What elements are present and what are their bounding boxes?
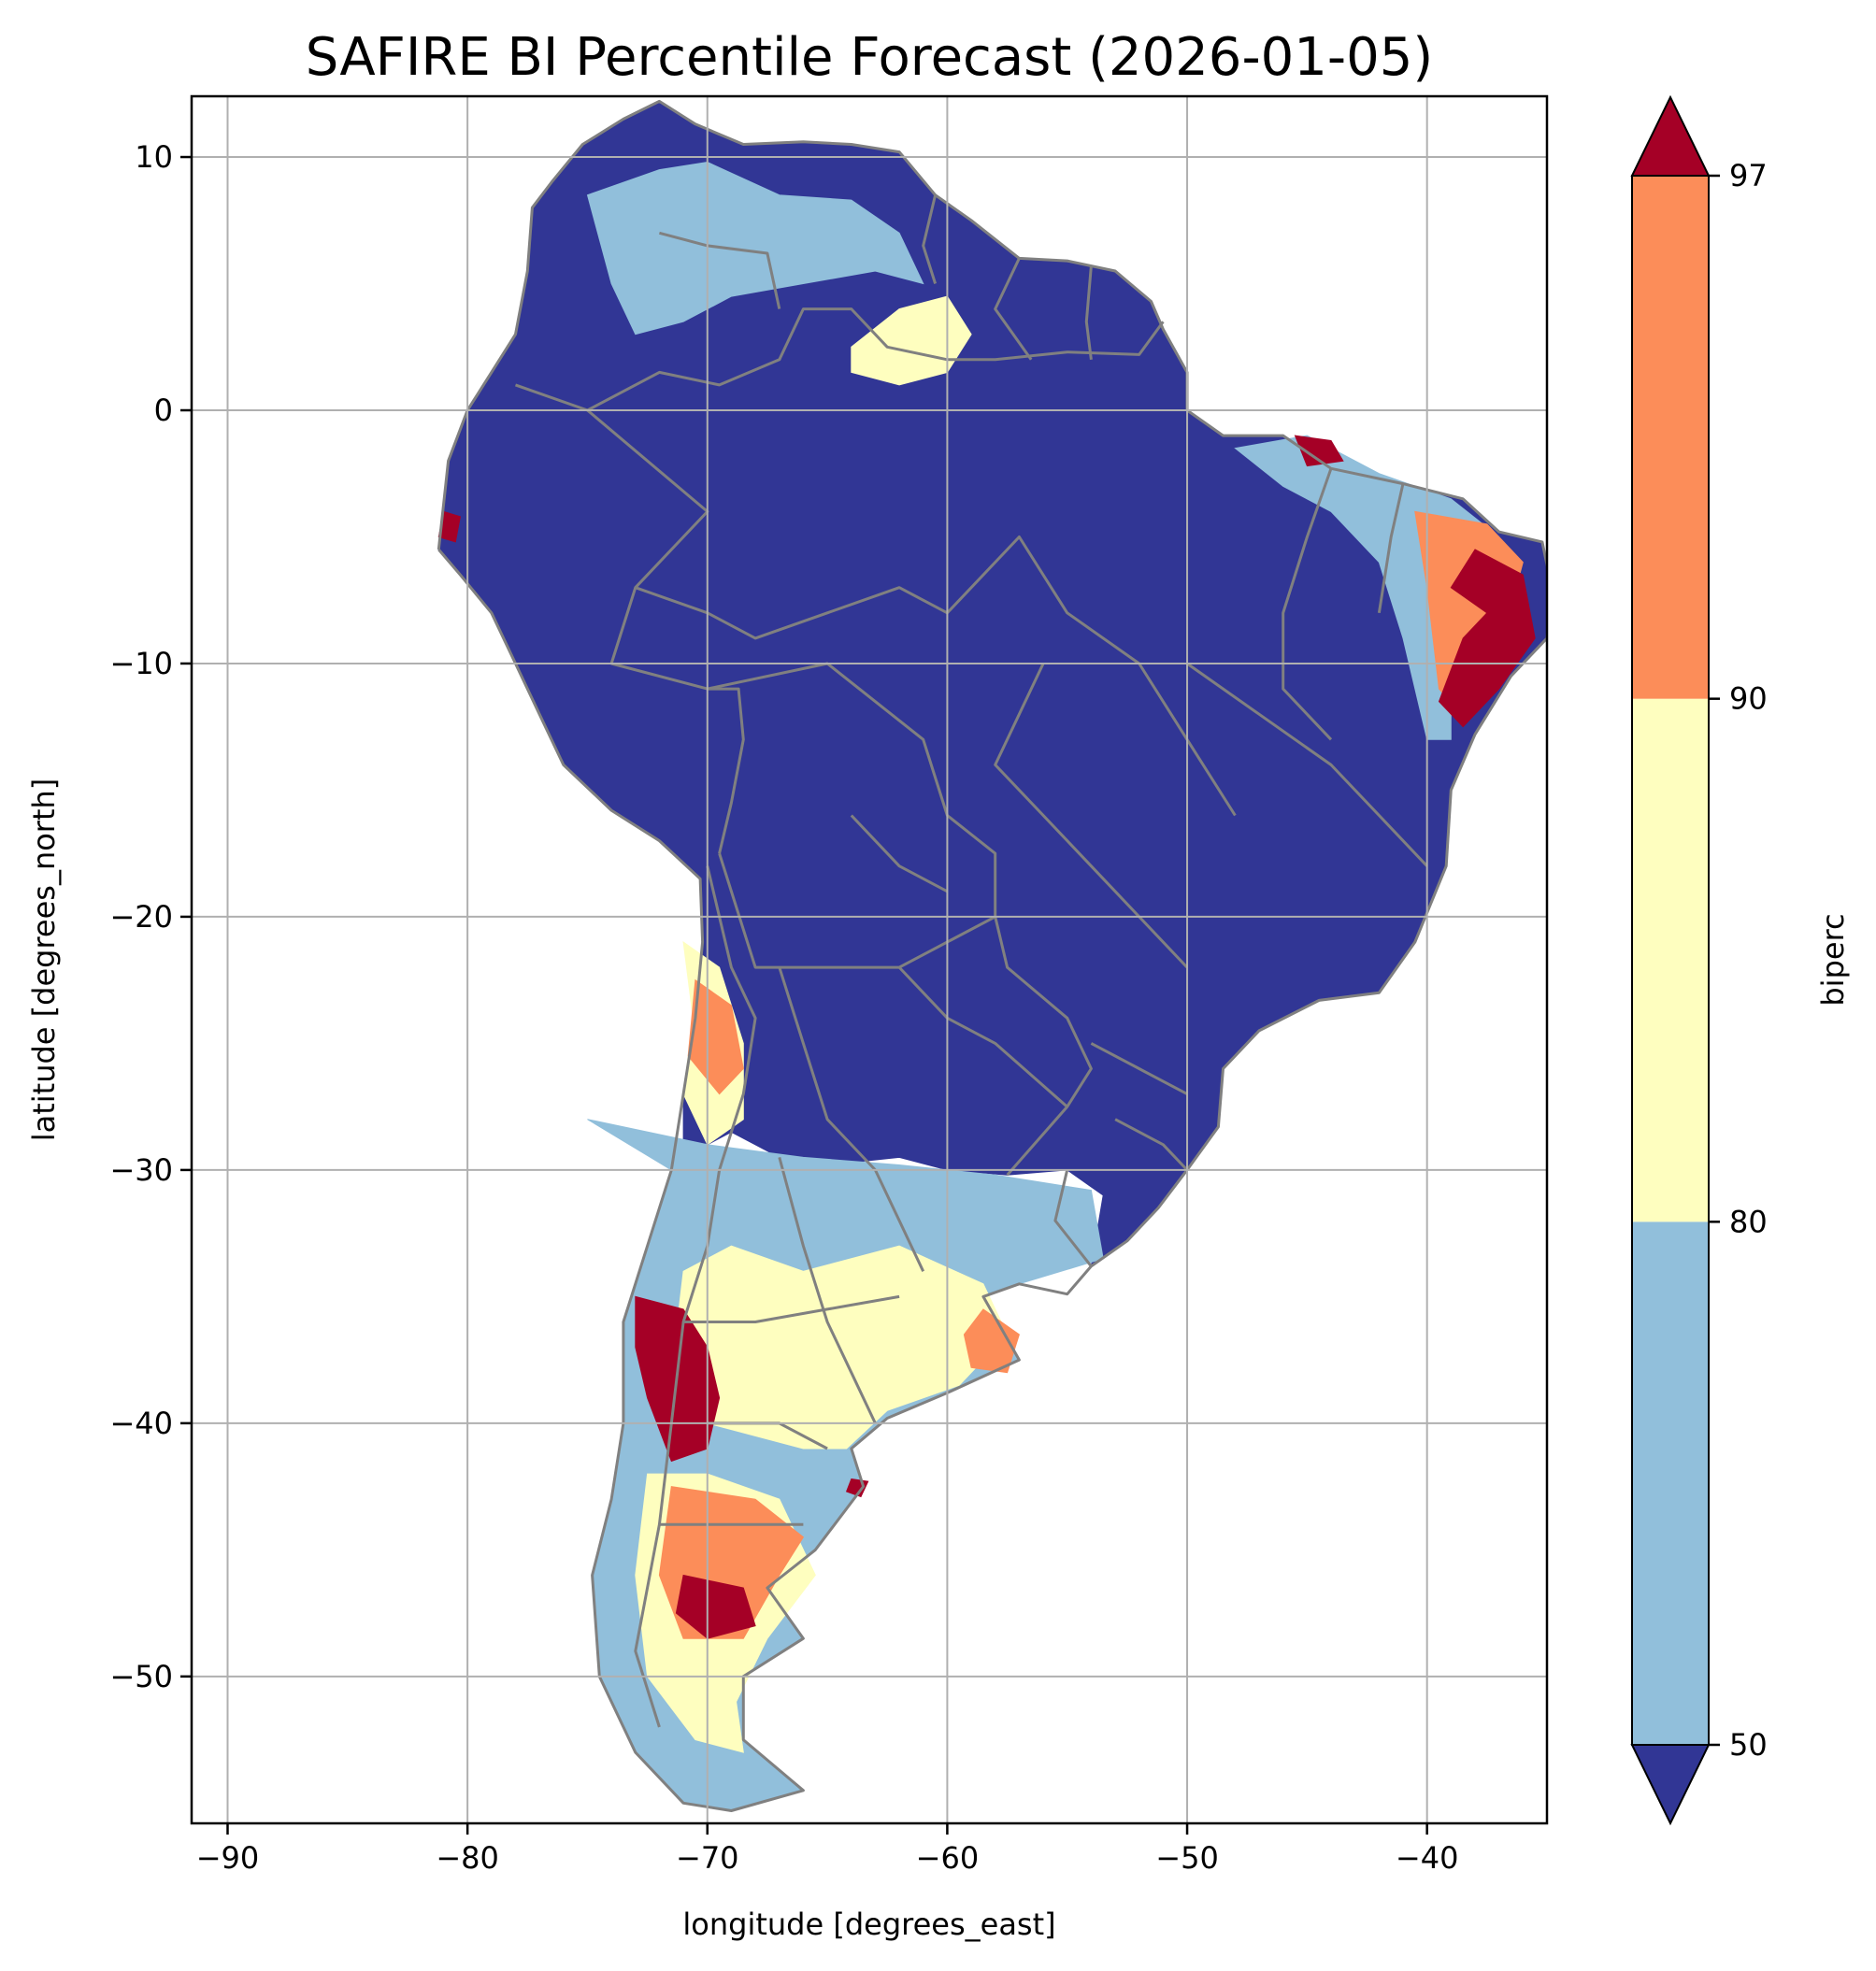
x-axis-ticks: −90 −80 −70 −60 −50 −40: [196, 1823, 1459, 1876]
colorbar-bin-3: [1632, 176, 1709, 699]
x-tick-label: −60: [916, 1840, 980, 1876]
y-tick-label: −50: [109, 1659, 173, 1694]
gridlines: [192, 96, 1547, 1823]
y-tick-label: −40: [109, 1406, 173, 1441]
x-tick-label: −90: [196, 1840, 260, 1876]
border-line-23: [1053, 1169, 1093, 1267]
colorbar-tick-label: 50: [1729, 1727, 1768, 1763]
region-2: [851, 295, 972, 386]
region-12: [675, 1574, 756, 1639]
border-line-22: [1114, 1118, 1189, 1171]
region-14: [687, 978, 744, 1095]
x-tick-label: −80: [436, 1840, 499, 1876]
border-line-20: [1377, 483, 1405, 614]
y-tick-label: −30: [109, 1152, 173, 1188]
border-line-16: [946, 536, 1237, 817]
y-axis-label: latitude [degrees_north]: [26, 778, 62, 1142]
y-tick-label: −20: [109, 899, 173, 935]
x-axis-label: longitude [degrees_east]: [682, 1907, 1055, 1942]
y-tick-label: −10: [109, 646, 173, 681]
chart-title: SAFIRE BI Percentile Forecast (2026-01-0…: [306, 27, 1433, 88]
colorbar-bins: [1630, 94, 1711, 1826]
border-line-6: [586, 307, 1165, 412]
country-borders: [437, 99, 1547, 1812]
x-tick-label: −50: [1155, 1840, 1219, 1876]
x-tick-label: −70: [676, 1840, 739, 1876]
border-line-4: [718, 852, 996, 969]
colorbar-tick-label: 80: [1729, 1204, 1768, 1239]
colorbar-label: biperc: [1815, 913, 1851, 1006]
region-1: [586, 161, 924, 336]
region-16: [1294, 435, 1344, 467]
border-line-24: [850, 814, 949, 893]
y-tick-label: 10: [135, 139, 173, 175]
colorbar-ticks: 50 80 90 97: [1709, 158, 1768, 1763]
colorbar-bin-2: [1632, 698, 1709, 1222]
border-line-8: [922, 194, 938, 284]
border-line-2: [515, 383, 745, 854]
map-axes: −90 −80 −70 −60 −50 −40 10 0 −10 −20 −30 −40 −50: [109, 94, 1549, 1876]
border-line-13: [683, 1294, 900, 1323]
border-line-19: [1282, 467, 1333, 741]
border-line-10: [1084, 265, 1093, 360]
border-line-25: [635, 586, 949, 640]
border-line-11: [778, 966, 925, 1272]
border-line-9: [994, 257, 1033, 361]
x-tick-label: −40: [1396, 1840, 1459, 1876]
border-line-21: [1090, 1042, 1188, 1095]
border-line-18: [1186, 662, 1428, 867]
colorbar-tick-label: 97: [1729, 158, 1768, 193]
border-line-5: [898, 966, 1068, 1108]
border-line-17: [994, 663, 1189, 969]
colorbar-frame: [1631, 175, 1710, 1746]
colorbar: 50 80 90 97 biperc: [1630, 94, 1851, 1826]
colorbar-bin-1: [1632, 1221, 1709, 1745]
axes-frame: [190, 94, 1549, 1825]
border-line-7: [659, 231, 781, 309]
border-line-12: [778, 1157, 877, 1424]
region-5: [1438, 549, 1536, 728]
y-tick-label: 0: [154, 393, 173, 428]
border-line-0: [437, 99, 1547, 1812]
region-8: [963, 1308, 1020, 1374]
y-axis-ticks: 10 0 −10 −20 −30 −40 −50: [109, 139, 192, 1694]
colorbar-tick-label: 90: [1729, 681, 1768, 717]
